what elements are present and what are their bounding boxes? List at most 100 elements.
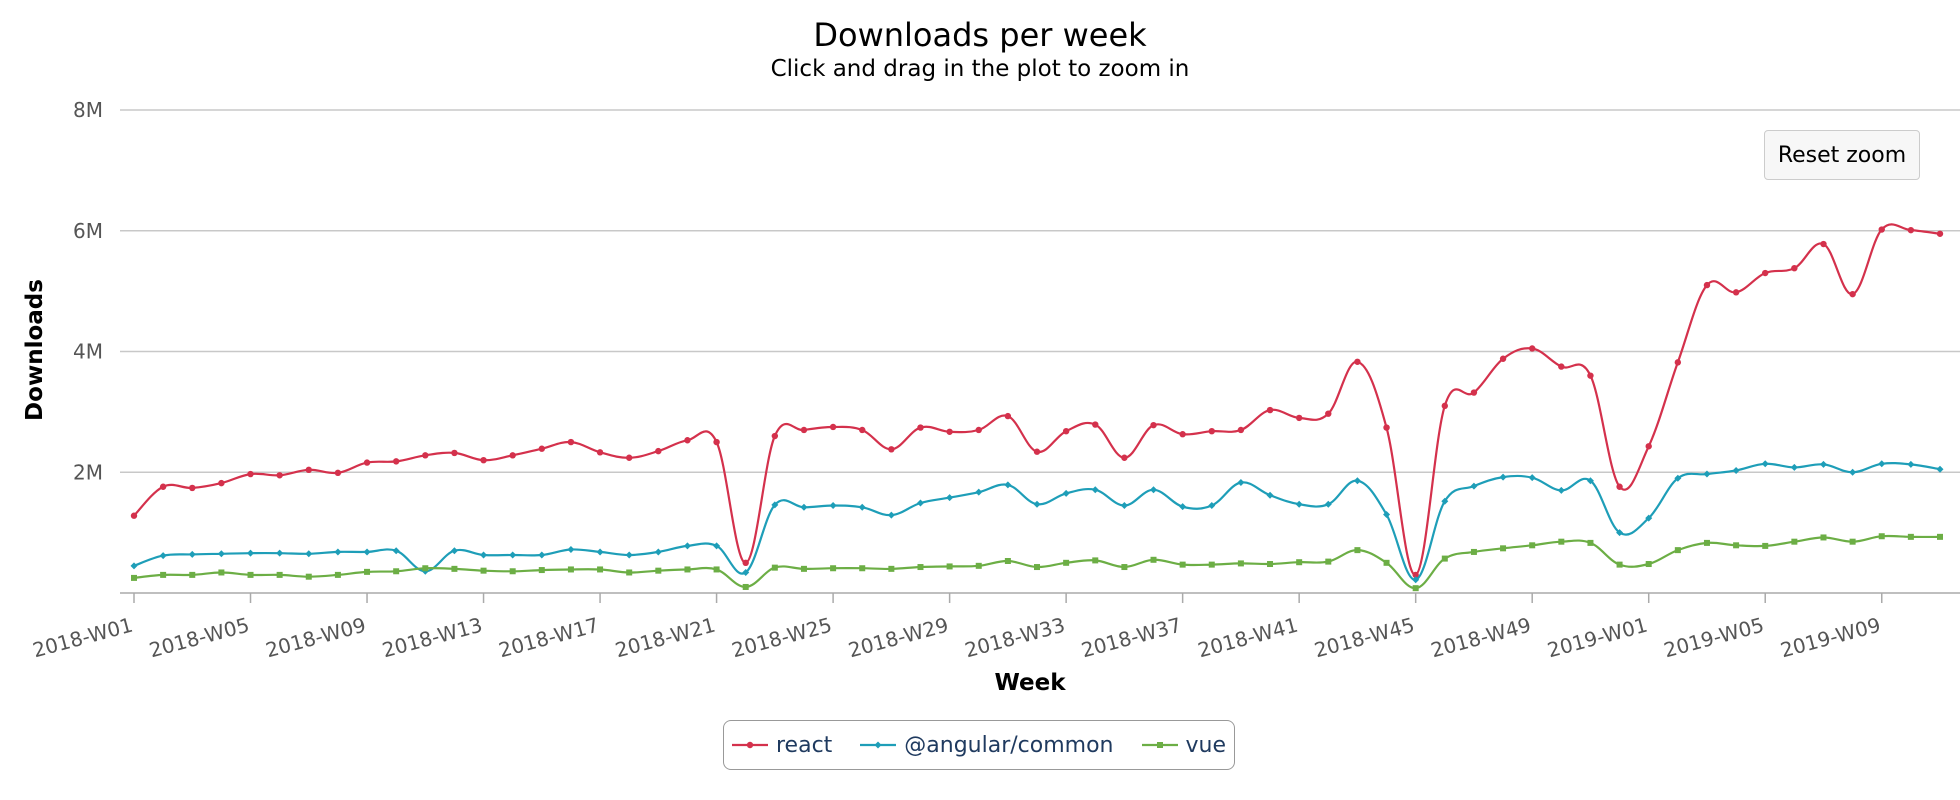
data-point-react[interactable] bbox=[276, 472, 283, 479]
data-point-angular-common[interactable] bbox=[713, 542, 721, 550]
data-point-vue[interactable] bbox=[800, 565, 807, 572]
data-point-react[interactable] bbox=[480, 456, 487, 464]
data-point-angular-common[interactable] bbox=[771, 501, 779, 509]
data-point-react[interactable] bbox=[1441, 402, 1449, 410]
data-point-react[interactable] bbox=[1033, 448, 1041, 455]
data-point-angular-common[interactable] bbox=[1528, 474, 1536, 482]
data-point-react[interactable] bbox=[771, 432, 779, 440]
data-point-vue[interactable] bbox=[1674, 547, 1681, 554]
data-point-angular-common[interactable] bbox=[654, 548, 662, 556]
data-point-vue[interactable] bbox=[1441, 555, 1448, 562]
data-point-vue[interactable] bbox=[1004, 558, 1011, 565]
data-point-react[interactable] bbox=[917, 424, 924, 431]
data-point-vue[interactable] bbox=[1937, 533, 1943, 540]
data-point-react[interactable] bbox=[538, 445, 546, 452]
data-point-angular-common[interactable] bbox=[334, 548, 342, 556]
data-point-vue[interactable] bbox=[626, 569, 633, 576]
data-point-vue[interactable] bbox=[1354, 547, 1361, 554]
data-point-vue[interactable] bbox=[1733, 542, 1740, 549]
data-point-angular-common[interactable] bbox=[1586, 477, 1594, 485]
data-point-react[interactable] bbox=[655, 447, 662, 455]
data-point-angular-common[interactable] bbox=[1616, 529, 1624, 537]
data-point-vue[interactable] bbox=[1383, 559, 1390, 566]
data-point-react[interactable] bbox=[1791, 264, 1798, 272]
data-point-react[interactable] bbox=[713, 438, 720, 446]
data-point-vue[interactable] bbox=[917, 564, 924, 571]
data-point-react[interactable] bbox=[1383, 424, 1390, 431]
data-point-angular-common[interactable] bbox=[1819, 460, 1827, 468]
data-point-angular-common[interactable] bbox=[1412, 576, 1420, 584]
data-point-angular-common[interactable] bbox=[1732, 466, 1740, 474]
data-point-vue[interactable] bbox=[393, 568, 400, 575]
data-point-vue[interactable] bbox=[189, 571, 196, 578]
data-point-react[interactable] bbox=[189, 484, 196, 492]
data-point-react[interactable] bbox=[334, 469, 342, 477]
data-point-angular-common[interactable] bbox=[1674, 474, 1682, 482]
data-point-angular-common[interactable] bbox=[1441, 497, 1449, 505]
data-point-angular-common[interactable] bbox=[742, 568, 750, 576]
data-point-react[interactable] bbox=[1121, 454, 1128, 461]
data-point-react[interactable] bbox=[567, 438, 575, 446]
data-point-react[interactable] bbox=[247, 470, 254, 478]
data-point-vue[interactable] bbox=[1849, 538, 1856, 545]
data-point-angular-common[interactable] bbox=[1062, 489, 1070, 497]
data-point-vue[interactable] bbox=[1558, 538, 1565, 545]
data-point-angular-common[interactable] bbox=[1761, 460, 1769, 468]
data-point-angular-common[interactable] bbox=[858, 503, 866, 511]
data-point-angular-common[interactable] bbox=[1004, 481, 1012, 489]
data-point-react[interactable] bbox=[1849, 290, 1856, 298]
legend-item-react[interactable]: react bbox=[731, 733, 832, 758]
data-point-angular-common[interactable] bbox=[946, 494, 954, 502]
data-point-vue[interactable] bbox=[451, 565, 458, 572]
data-point-angular-common[interactable] bbox=[1208, 501, 1216, 509]
data-point-angular-common[interactable] bbox=[1470, 482, 1478, 490]
data-point-react[interactable] bbox=[1412, 571, 1419, 579]
data-point-angular-common[interactable] bbox=[1295, 500, 1303, 508]
data-point-react[interactable] bbox=[742, 559, 749, 567]
data-point-angular-common[interactable] bbox=[1703, 470, 1711, 478]
legend-item-vue[interactable]: vue bbox=[1141, 733, 1226, 758]
data-point-react[interactable] bbox=[1325, 410, 1332, 417]
data-point-vue[interactable] bbox=[1500, 545, 1507, 552]
data-point-angular-common[interactable] bbox=[363, 548, 371, 556]
data-point-angular-common[interactable] bbox=[1849, 468, 1857, 476]
data-point-vue[interactable] bbox=[131, 574, 137, 581]
data-point-vue[interactable] bbox=[713, 566, 720, 573]
data-point-vue[interactable] bbox=[1092, 557, 1099, 564]
data-point-vue[interactable] bbox=[684, 566, 691, 573]
data-point-angular-common[interactable] bbox=[1237, 479, 1245, 487]
data-point-angular-common[interactable] bbox=[305, 550, 313, 558]
data-point-angular-common[interactable] bbox=[1907, 460, 1915, 468]
data-point-vue[interactable] bbox=[218, 569, 225, 576]
data-point-vue[interactable] bbox=[975, 562, 982, 569]
data-point-react[interactable] bbox=[305, 466, 312, 474]
data-point-react[interactable] bbox=[1936, 230, 1944, 237]
data-point-angular-common[interactable] bbox=[538, 551, 546, 559]
data-point-angular-common[interactable] bbox=[276, 549, 284, 557]
data-point-angular-common[interactable] bbox=[1557, 486, 1565, 494]
data-point-angular-common[interactable] bbox=[1499, 473, 1507, 481]
data-point-angular-common[interactable] bbox=[130, 562, 138, 570]
data-point-react[interactable] bbox=[888, 446, 895, 453]
data-point-angular-common[interactable] bbox=[1383, 511, 1391, 519]
data-point-vue[interactable] bbox=[1645, 561, 1652, 568]
data-point-vue[interactable] bbox=[1878, 533, 1885, 540]
data-point-vue[interactable] bbox=[830, 565, 837, 572]
data-point-react[interactable] bbox=[859, 426, 866, 434]
data-point-react[interactable] bbox=[1820, 240, 1827, 248]
data-point-vue[interactable] bbox=[888, 565, 895, 572]
data-point-angular-common[interactable] bbox=[596, 548, 604, 556]
data-point-react[interactable] bbox=[1354, 358, 1361, 365]
data-point-angular-common[interactable] bbox=[1790, 463, 1798, 471]
data-point-vue[interactable] bbox=[1034, 564, 1040, 571]
data-point-vue[interactable] bbox=[480, 567, 487, 574]
data-point-vue[interactable] bbox=[1296, 559, 1303, 566]
data-point-react[interactable] bbox=[159, 483, 167, 490]
data-point-vue[interactable] bbox=[1237, 560, 1244, 567]
data-point-react[interactable] bbox=[1295, 414, 1303, 422]
reset-zoom-button[interactable]: Reset zoom bbox=[1764, 130, 1920, 180]
data-point-react[interactable] bbox=[1150, 421, 1157, 429]
data-point-react[interactable] bbox=[509, 452, 516, 459]
data-point-angular-common[interactable] bbox=[1645, 514, 1653, 522]
data-point-angular-common[interactable] bbox=[975, 488, 983, 496]
